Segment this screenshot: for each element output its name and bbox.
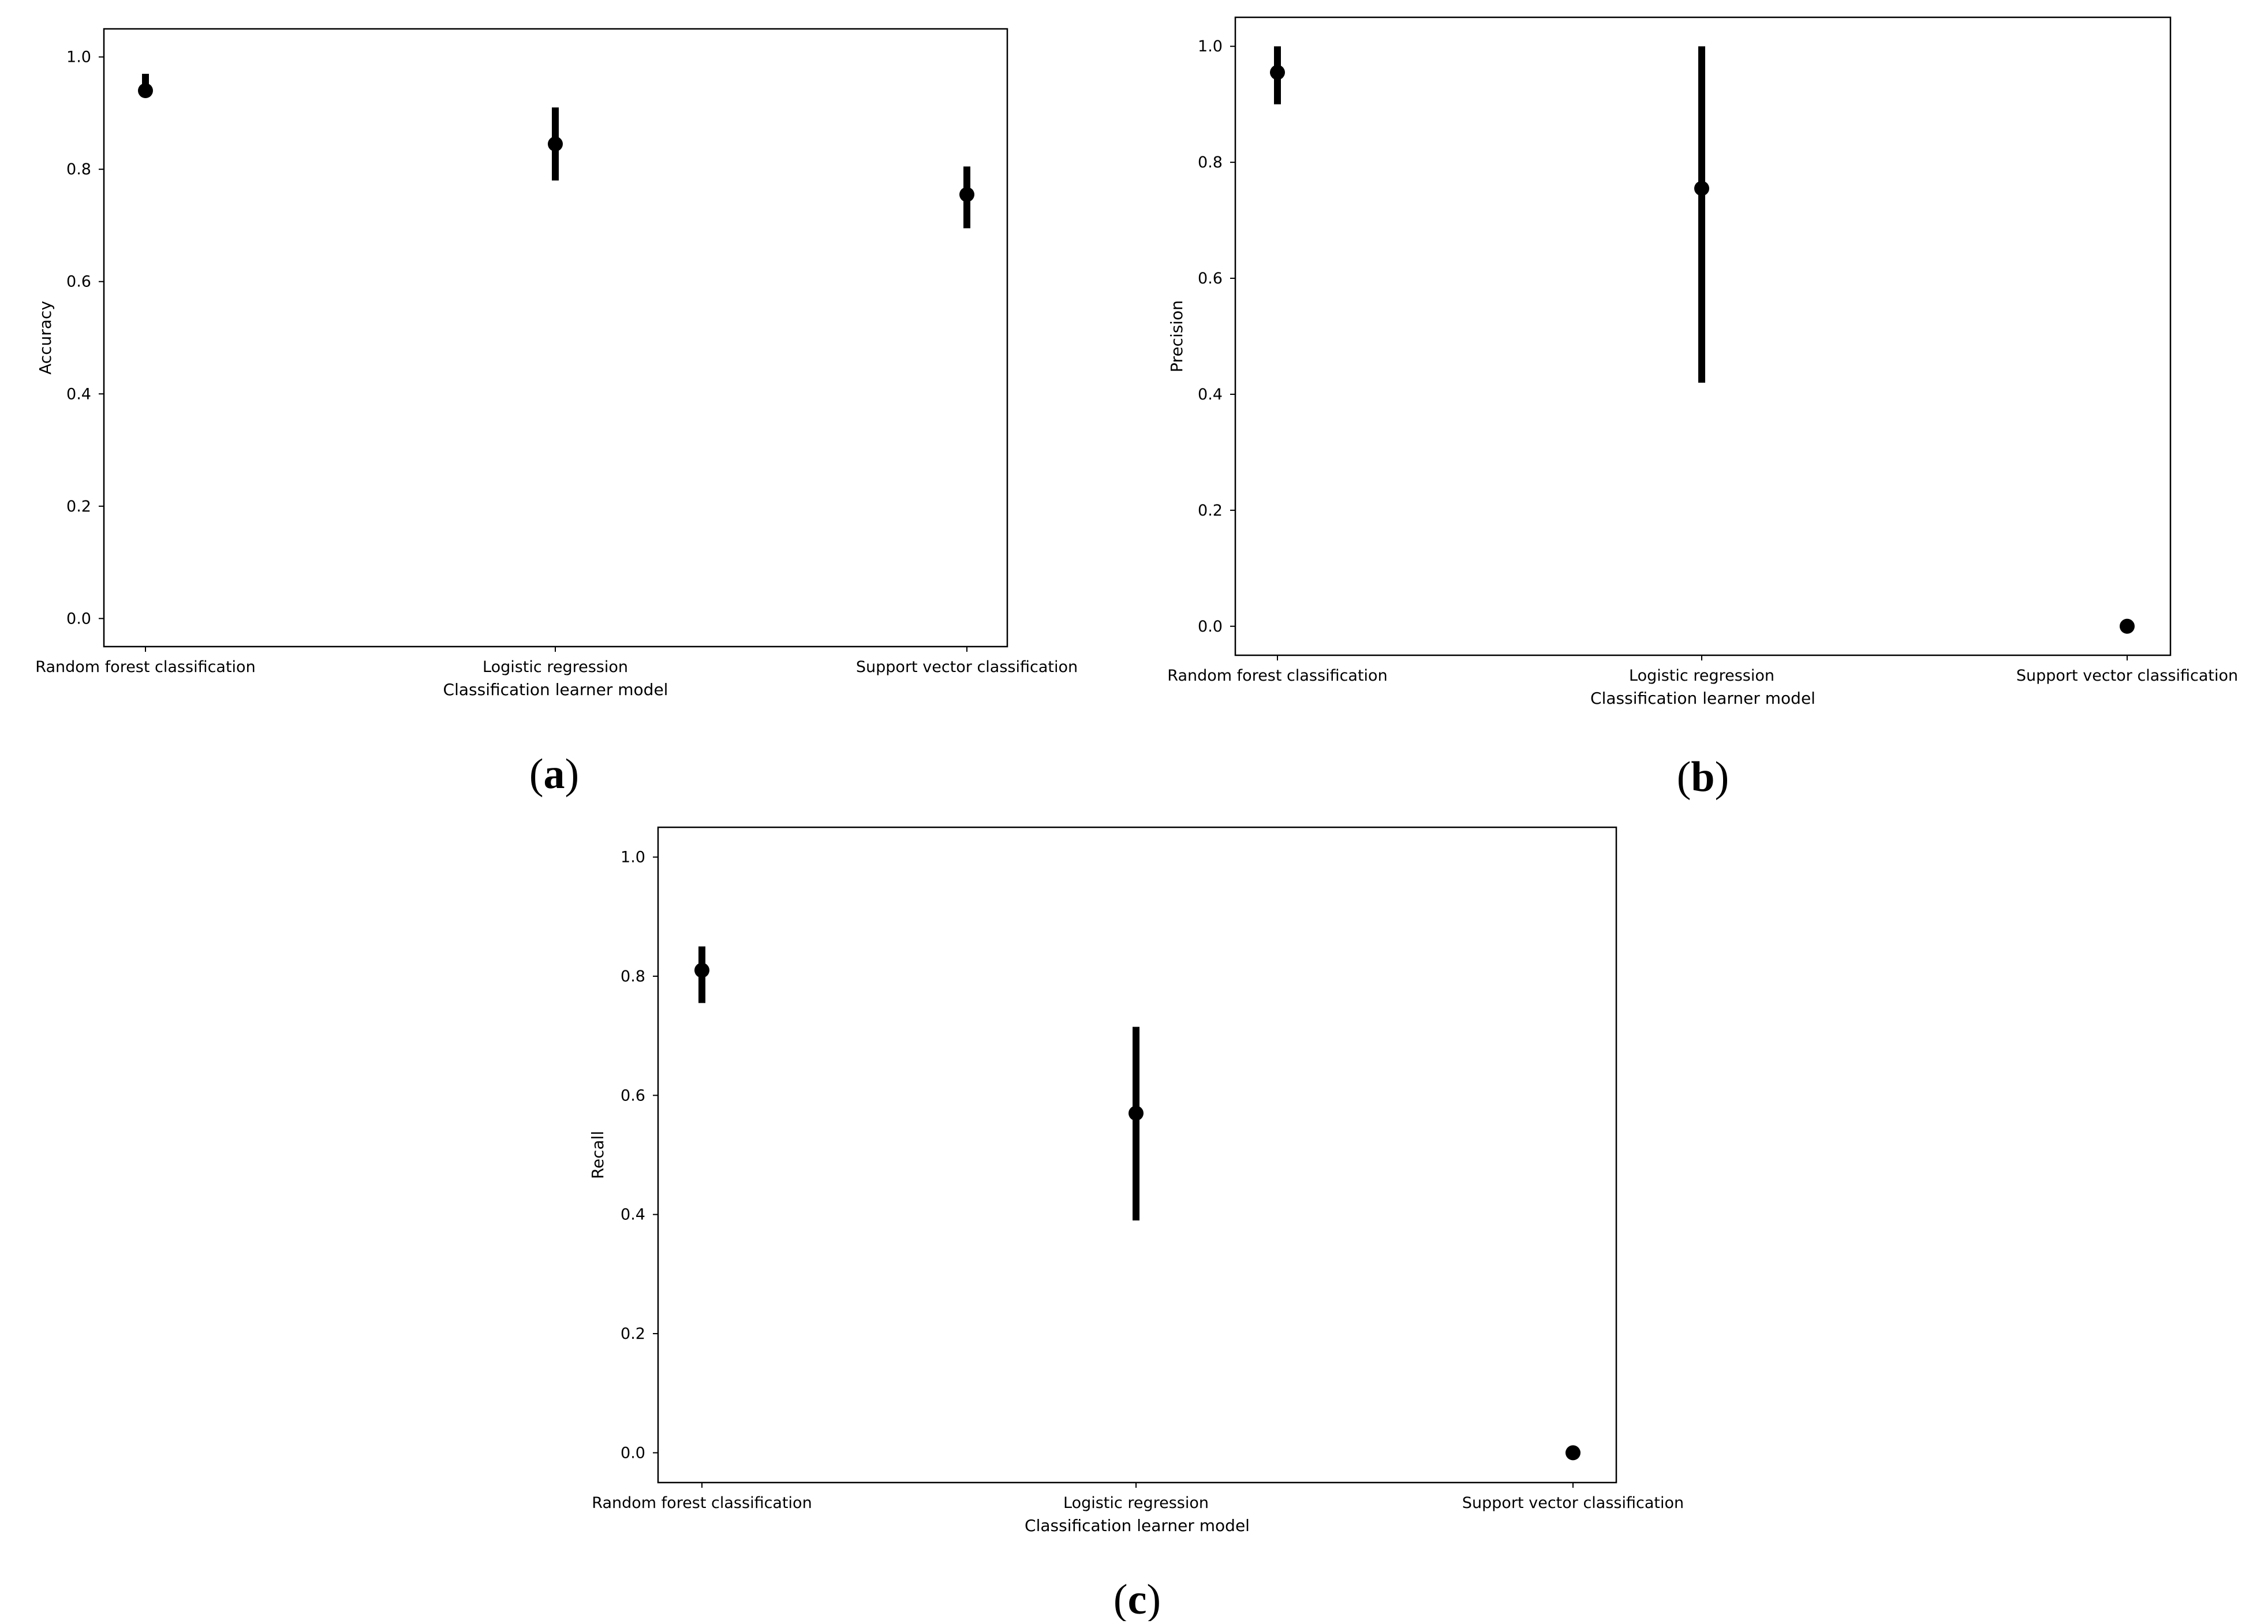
panel-label-open: ( xyxy=(1114,1576,1128,1621)
y-tick-label: 1.0 xyxy=(1198,38,1223,55)
panel-label-letter: b xyxy=(1691,753,1714,801)
x-tick-label: Logistic regression xyxy=(1629,667,1774,685)
y-tick-label: 0.6 xyxy=(1198,270,1223,288)
panel-label-letter: c xyxy=(1128,1576,1147,1621)
y-tick-label: 0.6 xyxy=(621,1087,645,1104)
panel-label: (a) xyxy=(529,751,579,798)
panel-label-open: ( xyxy=(529,751,544,798)
panel-label-close: ) xyxy=(1715,753,1729,801)
data-point xyxy=(694,962,709,978)
data-point xyxy=(1270,65,1285,80)
y-tick-label: 0.2 xyxy=(621,1325,645,1343)
x-tick-label: Logistic regression xyxy=(483,658,628,676)
x-tick-label: Random forest classification xyxy=(592,1494,812,1512)
panel-label-close: ) xyxy=(1146,1576,1161,1621)
panel-label: (b) xyxy=(1677,753,1729,801)
y-tick-label: 0.8 xyxy=(1198,154,1223,171)
panel-label-letter: a xyxy=(544,751,565,798)
y-tick-label: 1.0 xyxy=(621,849,645,867)
y-tick-label: 0.0 xyxy=(621,1444,645,1462)
x-axis-label: Classification learner model xyxy=(1590,689,1815,708)
y-tick-label: 0.2 xyxy=(66,498,91,516)
y-tick-label: 0.6 xyxy=(66,273,91,291)
data-point xyxy=(959,186,974,202)
x-axis-label: Classification learner model xyxy=(443,680,668,699)
y-tick-label: 0.2 xyxy=(1198,502,1223,520)
panel-label-open: ( xyxy=(1677,753,1691,801)
data-point xyxy=(548,136,563,152)
data-point xyxy=(1694,181,1709,196)
panel-label-close: ) xyxy=(565,751,580,798)
y-axis-label: Accuracy xyxy=(36,301,55,375)
chart-panel-a: 0.0 0.2 0.4 0.6 0.8 1.0 Random forest classifi… xyxy=(35,28,1078,798)
y-tick-label: 0.8 xyxy=(621,968,645,985)
plot-frame xyxy=(657,826,1617,1484)
data-point xyxy=(1565,1445,1580,1461)
y-tick-label: 0.4 xyxy=(621,1206,645,1224)
y-tick-label: 0.8 xyxy=(66,160,91,178)
y-axis-label: Precision xyxy=(1167,300,1186,372)
x-tick-label: Support vector classification xyxy=(1462,1494,1684,1512)
y-tick-label: 0.4 xyxy=(66,385,91,403)
y-axis-label: Recall xyxy=(588,1131,607,1179)
x-axis-label: Classification learner model xyxy=(1025,1516,1250,1535)
data-point xyxy=(2120,618,2135,634)
x-tick-label: Logistic regression xyxy=(1063,1494,1209,1512)
panel-label: (c) xyxy=(1114,1576,1161,1621)
x-tick-label: Support vector classification xyxy=(2016,667,2238,685)
x-tick-label: Random forest classification xyxy=(35,658,255,676)
y-tick-label: 0.0 xyxy=(1198,618,1223,636)
x-tick-label: Random forest classification xyxy=(1167,667,1387,685)
plot-frame xyxy=(1234,16,2172,656)
y-tick-label: 0.0 xyxy=(66,610,91,628)
data-point xyxy=(1129,1106,1144,1121)
x-tick-label: Support vector classification xyxy=(856,658,1078,676)
y-tick-label: 0.4 xyxy=(1198,386,1223,404)
data-point xyxy=(138,83,153,98)
y-tick-label: 1.0 xyxy=(66,48,91,66)
chart-panel-b: 0.0 0.2 0.4 0.6 0.8 1.0 Random forest classifi… xyxy=(1167,16,2238,801)
chart-panel-c: 0.0 0.2 0.4 0.6 0.8 1.0 Random forest classifi… xyxy=(588,826,1684,1623)
